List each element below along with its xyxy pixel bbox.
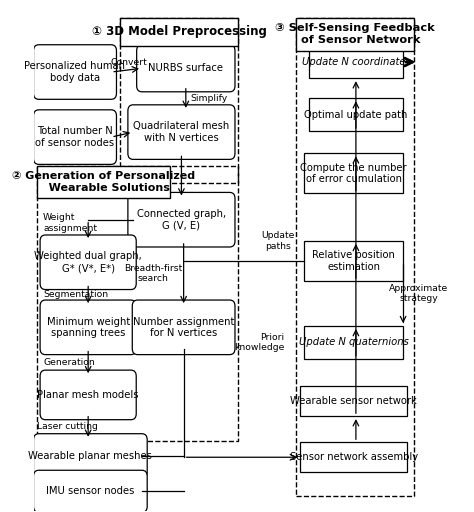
Text: Wearable sensor network: Wearable sensor network <box>291 396 417 406</box>
Text: ① 3D Model Preprocessing: ① 3D Model Preprocessing <box>92 25 267 38</box>
Text: Wearable planar meshes: Wearable planar meshes <box>28 451 152 461</box>
FancyBboxPatch shape <box>34 470 147 512</box>
FancyBboxPatch shape <box>34 434 147 478</box>
Text: Compute the number
of error cumulation: Compute the number of error cumulation <box>301 163 407 184</box>
FancyBboxPatch shape <box>137 45 235 92</box>
Bar <box>36 166 171 199</box>
Text: Connected graph,
G (V, E): Connected graph, G (V, E) <box>137 209 226 230</box>
FancyBboxPatch shape <box>300 386 408 416</box>
FancyBboxPatch shape <box>132 300 235 355</box>
Text: Planar mesh models: Planar mesh models <box>37 390 139 400</box>
Text: Quadrilateral mesh
with N vertices: Quadrilateral mesh with N vertices <box>133 121 229 143</box>
FancyBboxPatch shape <box>128 193 235 247</box>
Bar <box>296 18 414 496</box>
Text: Generation: Generation <box>43 358 95 367</box>
Text: Breadth-first
search: Breadth-first search <box>124 264 182 283</box>
Text: Number assignment
for N vertices: Number assignment for N vertices <box>133 316 234 338</box>
FancyBboxPatch shape <box>40 300 136 355</box>
Text: Update
paths: Update paths <box>261 231 295 251</box>
Text: Update N coordinates: Update N coordinates <box>301 57 410 67</box>
FancyBboxPatch shape <box>304 154 403 194</box>
FancyBboxPatch shape <box>304 326 403 358</box>
Text: Optimal update path: Optimal update path <box>304 110 408 120</box>
FancyBboxPatch shape <box>40 235 136 290</box>
Text: Sensor network assembly: Sensor network assembly <box>290 452 418 462</box>
Bar <box>36 166 238 441</box>
Text: IMU sensor nodes: IMU sensor nodes <box>46 486 135 496</box>
FancyBboxPatch shape <box>34 45 117 99</box>
Text: Relative position
estimation: Relative position estimation <box>312 250 395 272</box>
FancyBboxPatch shape <box>300 442 408 472</box>
FancyBboxPatch shape <box>34 110 117 164</box>
Text: Simplify: Simplify <box>190 94 228 103</box>
Bar <box>296 18 414 51</box>
FancyBboxPatch shape <box>304 241 403 281</box>
Bar <box>120 18 238 183</box>
Text: Personalized human
body data: Personalized human body data <box>25 61 126 83</box>
Text: Laser cutting: Laser cutting <box>36 422 98 431</box>
Text: Total number N
of sensor nodes: Total number N of sensor nodes <box>36 126 115 148</box>
Text: Approximate
strategy: Approximate strategy <box>389 284 448 303</box>
FancyBboxPatch shape <box>309 98 403 131</box>
Text: Convert: Convert <box>110 58 147 67</box>
Text: Segmentation: Segmentation <box>43 290 108 300</box>
Bar <box>120 18 238 46</box>
FancyBboxPatch shape <box>40 370 136 420</box>
Text: Minimum weight
spanning trees: Minimum weight spanning trees <box>46 316 130 338</box>
Text: Priori
knowledge: Priori knowledge <box>234 333 284 352</box>
FancyBboxPatch shape <box>309 46 403 78</box>
Text: ③ Self-Sensing Feedback
   of Sensor Network: ③ Self-Sensing Feedback of Sensor Networ… <box>275 24 435 45</box>
Text: Weighted dual graph,
G* (V*, E*): Weighted dual graph, G* (V*, E*) <box>34 251 142 273</box>
Text: Weight
assignment: Weight assignment <box>43 213 97 232</box>
FancyBboxPatch shape <box>128 105 235 159</box>
Text: Update N quaternions: Update N quaternions <box>299 337 409 347</box>
Text: NURBS surface: NURBS surface <box>148 63 223 73</box>
Text: ② Generation of Personalized
   Wearable Solutions: ② Generation of Personalized Wearable So… <box>12 171 195 193</box>
